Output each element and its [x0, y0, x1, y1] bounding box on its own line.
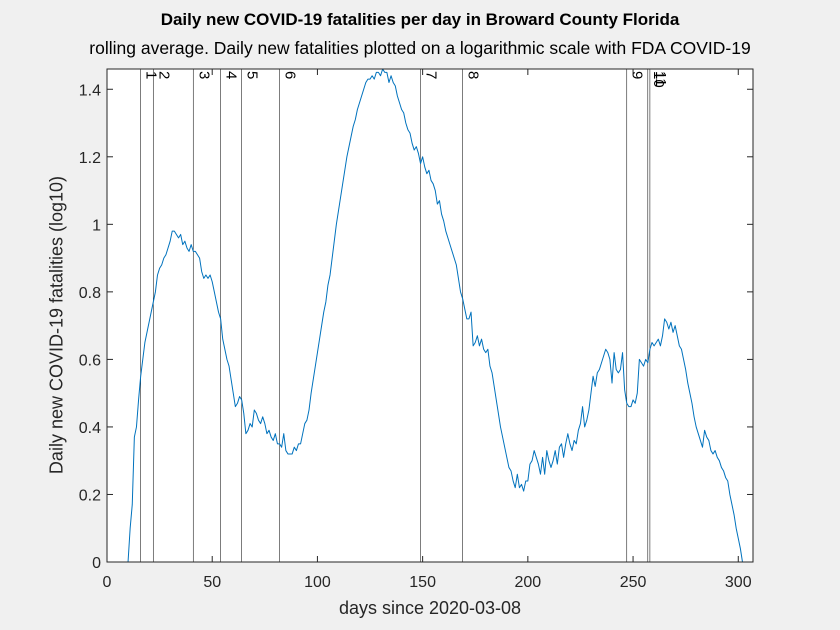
- event-marker-label: 9: [629, 71, 646, 79]
- y-tick-label: 1: [92, 217, 101, 234]
- x-tick-label: 200: [514, 574, 541, 591]
- axes-box: [106, 68, 754, 563]
- x-tick-label: 0: [103, 574, 112, 591]
- event-marker-label: 1: [143, 71, 160, 79]
- event-marker-label: 8: [465, 71, 482, 79]
- x-axis-label: days since 2020-03-08: [338, 598, 522, 618]
- y-tick-label: 1.2: [79, 150, 101, 167]
- y-tick-label: 1.4: [79, 82, 101, 99]
- x-tick-label: 100: [304, 574, 331, 591]
- y-tick-label: 0.8: [79, 285, 101, 302]
- event-marker-label: 6: [282, 71, 299, 79]
- y-tick-label: 0: [92, 555, 101, 572]
- event-marker-label: 3: [195, 71, 212, 79]
- x-tick-label: 250: [620, 574, 647, 591]
- chart-subtitle: rolling average. Daily new fatalities pl…: [89, 38, 751, 58]
- y-tick-label: 0.6: [79, 352, 101, 369]
- y-tick-label: 0.4: [79, 420, 101, 437]
- event-marker-label: 11: [652, 71, 669, 87]
- axes-background: [107, 69, 753, 562]
- series-line: [127, 68, 743, 563]
- x-tick-label: 150: [409, 574, 436, 591]
- y-axis-label: Daily new COVID-19 fatalities (log10): [46, 175, 67, 475]
- event-marker-label: 2: [155, 71, 172, 79]
- x-tick-label: 300: [725, 574, 752, 591]
- event-marker-label: 4: [223, 71, 240, 79]
- y-tick-label: 0.2: [79, 487, 101, 504]
- event-marker-label: 10: [650, 71, 667, 88]
- x-tick-label: 50: [203, 574, 221, 591]
- event-marker-label: 7: [423, 71, 440, 79]
- chart-title: Daily new COVID-19 fatalities per day in…: [160, 10, 680, 29]
- event-marker-label: 5: [244, 71, 261, 79]
